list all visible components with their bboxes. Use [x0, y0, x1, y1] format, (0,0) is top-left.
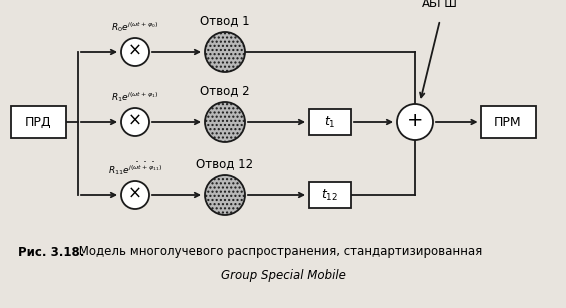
Circle shape — [205, 102, 245, 142]
Text: Рис. 3.18.: Рис. 3.18. — [18, 245, 84, 258]
Text: +: + — [407, 111, 423, 131]
Circle shape — [121, 38, 149, 66]
Text: $R_1e^{j(\omega t+\varphi_1)}$: $R_1e^{j(\omega t+\varphi_1)}$ — [112, 90, 158, 104]
Text: $t_1$: $t_1$ — [324, 115, 336, 130]
Text: $t_{12}$: $t_{12}$ — [321, 188, 338, 203]
Circle shape — [205, 175, 245, 215]
Text: Отвод 2: Отвод 2 — [200, 84, 250, 97]
FancyBboxPatch shape — [11, 106, 66, 138]
Text: ×: × — [128, 112, 142, 130]
Circle shape — [121, 181, 149, 209]
Text: $R_{11}e^{j(\omega t+\varphi_{11})}$: $R_{11}e^{j(\omega t+\varphi_{11})}$ — [108, 163, 162, 177]
Text: Group Special Mobile: Group Special Mobile — [221, 270, 345, 282]
FancyBboxPatch shape — [481, 106, 535, 138]
Text: $R_0e^{j(\omega t+\varphi_0)}$: $R_0e^{j(\omega t+\varphi_0)}$ — [112, 20, 158, 34]
Text: Отвод 12: Отвод 12 — [196, 157, 254, 170]
Text: ×: × — [128, 185, 142, 203]
Circle shape — [121, 108, 149, 136]
Text: ПРД: ПРД — [25, 116, 52, 128]
Text: ПРМ: ПРМ — [494, 116, 522, 128]
Text: . . .: . . . — [135, 152, 155, 165]
Circle shape — [397, 104, 433, 140]
Text: Отвод 1: Отвод 1 — [200, 14, 250, 27]
Text: Модель многолучевого распространения, стандартизированная: Модель многолучевого распространения, ст… — [75, 245, 482, 258]
Text: АБГШ: АБГШ — [422, 0, 458, 10]
FancyBboxPatch shape — [309, 182, 351, 208]
Circle shape — [205, 32, 245, 72]
FancyBboxPatch shape — [309, 109, 351, 135]
Text: ×: × — [128, 42, 142, 60]
